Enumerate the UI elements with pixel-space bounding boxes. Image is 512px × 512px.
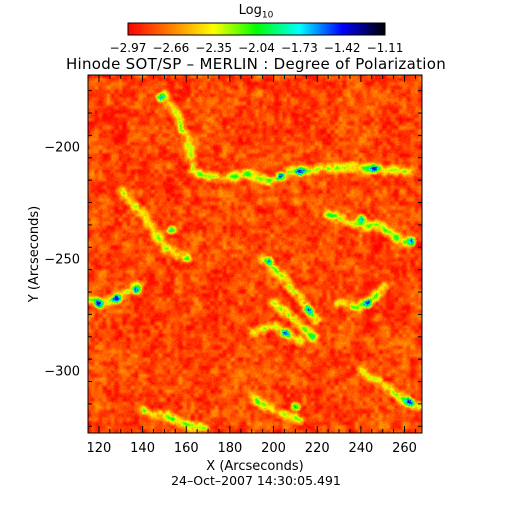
colorbar — [127, 22, 386, 36]
y-tick-label: −300 — [44, 364, 80, 379]
x-tick-label: 140 — [130, 441, 155, 456]
x-axis-label: X (Arcseconds) — [206, 459, 303, 474]
colorbar-title: Log10 — [238, 3, 274, 21]
colorbar-tick-label: −2.66 — [152, 41, 189, 55]
timestamp-label: 24–Oct–2007 14:30:05.491 — [171, 473, 341, 488]
colorbar-tick-label: −2.04 — [238, 41, 275, 55]
colorbar-tick-label: −1.11 — [367, 41, 404, 55]
x-tick-label: 220 — [305, 441, 330, 456]
colorbar-tick-label: −1.42 — [324, 41, 361, 55]
colorbar-tick-label: −1.73 — [281, 41, 318, 55]
colorbar-tick-label: −2.97 — [110, 41, 147, 55]
x-tick-label: 160 — [174, 441, 199, 456]
x-tick-label: 240 — [348, 441, 373, 456]
plot-frame — [87, 74, 423, 434]
x-tick-label: 200 — [261, 441, 286, 456]
x-tick-label: 120 — [87, 441, 112, 456]
colorbar-tick-label: −2.35 — [195, 41, 232, 55]
y-tick-label: −200 — [44, 141, 80, 156]
polarization-map — [88, 75, 422, 433]
x-tick-label: 260 — [392, 441, 417, 456]
y-tick-label: −250 — [44, 252, 80, 267]
y-axis-label: Y (Arcseconds) — [27, 206, 42, 303]
x-tick-label: 180 — [217, 441, 242, 456]
chart-title: Hinode SOT/SP – MERLIN : Degree of Polar… — [65, 55, 447, 73]
